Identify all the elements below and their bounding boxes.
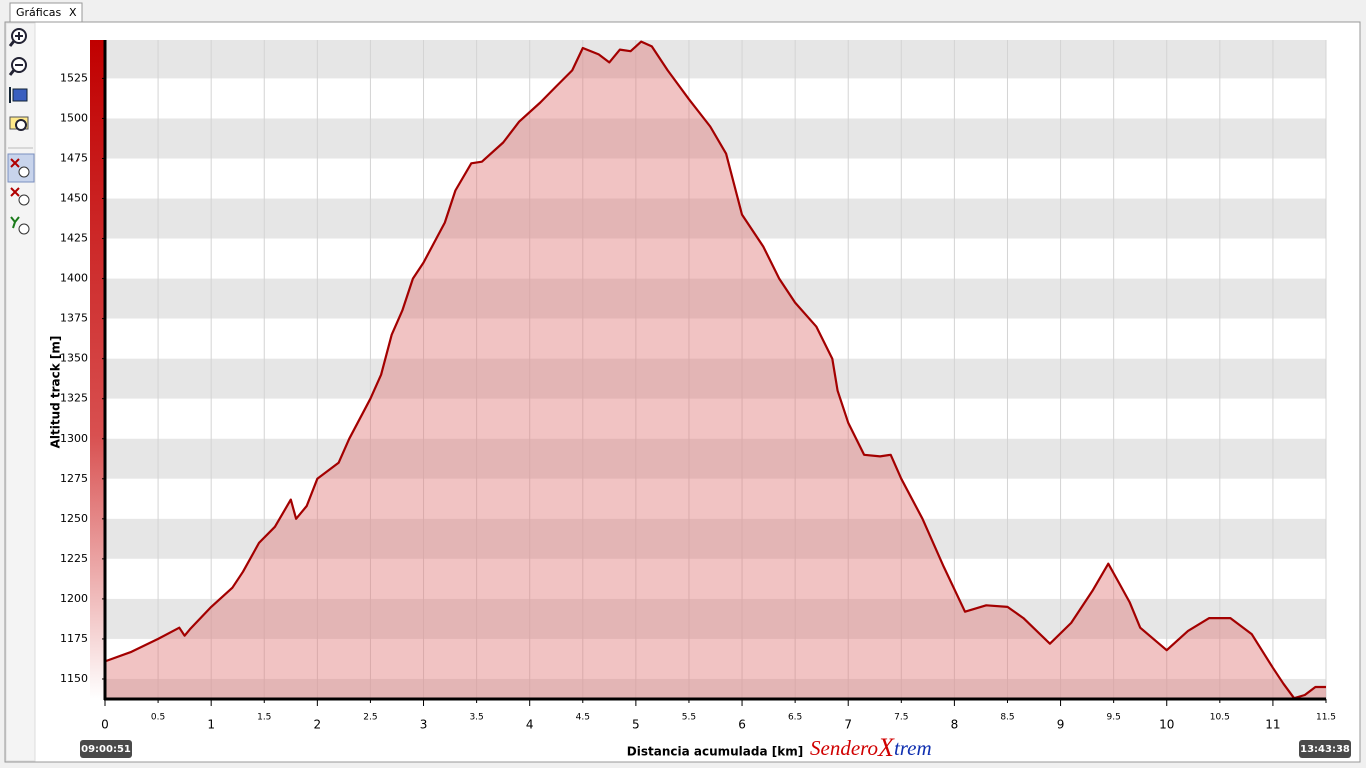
area-fill	[105, 41, 1326, 700]
x-tick-label: 10.5	[1210, 713, 1230, 723]
y-tick-label: 1250	[60, 512, 88, 525]
profile-line	[104, 40, 1326, 700]
x-tick-label: 11	[1265, 718, 1280, 732]
grid-band	[105, 158, 1326, 199]
logo: SenderoXtrem	[810, 733, 932, 762]
y-mode[interactable]	[10, 216, 30, 235]
y-axis-label: Altitud track [m]	[49, 336, 63, 449]
grid-band	[105, 40, 1326, 79]
y-tick-label: 1325	[60, 392, 88, 405]
grid-band	[105, 518, 1326, 559]
x-tick-label: 4	[526, 718, 534, 732]
start-time: 09:00:51	[81, 744, 131, 755]
toolbar	[5, 22, 36, 762]
x-tick-label: 10	[1159, 718, 1174, 732]
end-time-box	[1299, 740, 1351, 758]
x-tick-label: 6	[738, 718, 746, 732]
tab-title: Gráficas	[16, 6, 62, 19]
x-tick-label: 5	[632, 718, 640, 732]
y-tick-label: 1150	[60, 672, 88, 685]
x-tick-label: 1	[207, 718, 215, 732]
y-tick-label: 1275	[60, 472, 88, 485]
zoom-in[interactable]	[8, 28, 27, 47]
y-tick-label: 1225	[60, 552, 88, 565]
fit[interactable]	[9, 87, 28, 103]
x-tick-label: 5.5	[682, 713, 696, 723]
y-tick-label: 1525	[60, 71, 88, 84]
grid-band	[105, 278, 1326, 319]
grid-band	[105, 318, 1326, 359]
grid-band	[105, 238, 1326, 279]
y-tick-label: 1300	[60, 432, 88, 445]
zoom-area[interactable]	[9, 116, 29, 131]
y-tick-label: 1400	[60, 272, 88, 285]
grid-band	[105, 398, 1326, 439]
x-tick-label: 0	[101, 718, 109, 732]
y-tick-label: 1350	[60, 352, 88, 365]
logo-part: Sendero	[810, 736, 878, 760]
x-tick-label: 9.5	[1106, 713, 1120, 723]
grid-band	[105, 358, 1326, 399]
grid-band	[105, 558, 1326, 599]
end-time: 13:43:38	[1300, 744, 1350, 755]
x-tick-label: 8	[951, 718, 959, 732]
altitude-scale-bar	[90, 40, 104, 699]
grid-band	[105, 638, 1326, 679]
xy-mode[interactable]	[7, 153, 35, 183]
x-tick-label: 2	[314, 718, 322, 732]
grid-band	[105, 198, 1326, 239]
x-tick-label: 2.5	[363, 713, 377, 723]
x-tick-label: 9	[1057, 718, 1065, 732]
y-tick-label: 1375	[60, 312, 88, 325]
y-tick-label: 1500	[60, 111, 88, 124]
x-tick-label: 8.5	[1000, 713, 1014, 723]
x-tick-label: 1.5	[257, 713, 271, 723]
y-tick-label: 1175	[60, 632, 88, 645]
tab-close[interactable]: X	[69, 6, 77, 19]
y-tick-label: 1475	[60, 152, 88, 165]
grid-band	[105, 78, 1326, 119]
x-tick-label: 11.5	[1316, 713, 1336, 723]
grid-band	[105, 118, 1326, 159]
x-tick-label: 3.5	[469, 713, 483, 723]
x-tick-label: 0.5	[151, 713, 165, 723]
x-mode[interactable]	[10, 187, 30, 206]
grid-band	[105, 598, 1326, 639]
x-tick-label: 7	[844, 718, 852, 732]
y-tick-label: 1450	[60, 192, 88, 205]
x-tick-label: 6.5	[788, 713, 802, 723]
logo-part: X	[877, 733, 895, 762]
x-tick-label: 4.5	[576, 713, 590, 723]
x-tick-label: 7.5	[894, 713, 908, 723]
x-tick-label: 3	[420, 718, 428, 732]
y-tick-label: 1425	[60, 232, 88, 245]
logo-part: trem	[894, 736, 932, 760]
zoom-out[interactable]	[8, 57, 27, 76]
grid-band	[105, 438, 1326, 479]
plot: 0 0.5 1 1.5 2 2.5 3 3.5 4 4.5 5 5.5 6 6.5 7 7.5 8 8.5 9 9.5…	[60, 40, 1336, 732]
y-tick-label: 1200	[60, 592, 88, 605]
grid-band	[105, 678, 1326, 699]
start-time-box	[80, 740, 132, 758]
x-axis-label: Distancia acumulada [km]	[627, 745, 803, 759]
